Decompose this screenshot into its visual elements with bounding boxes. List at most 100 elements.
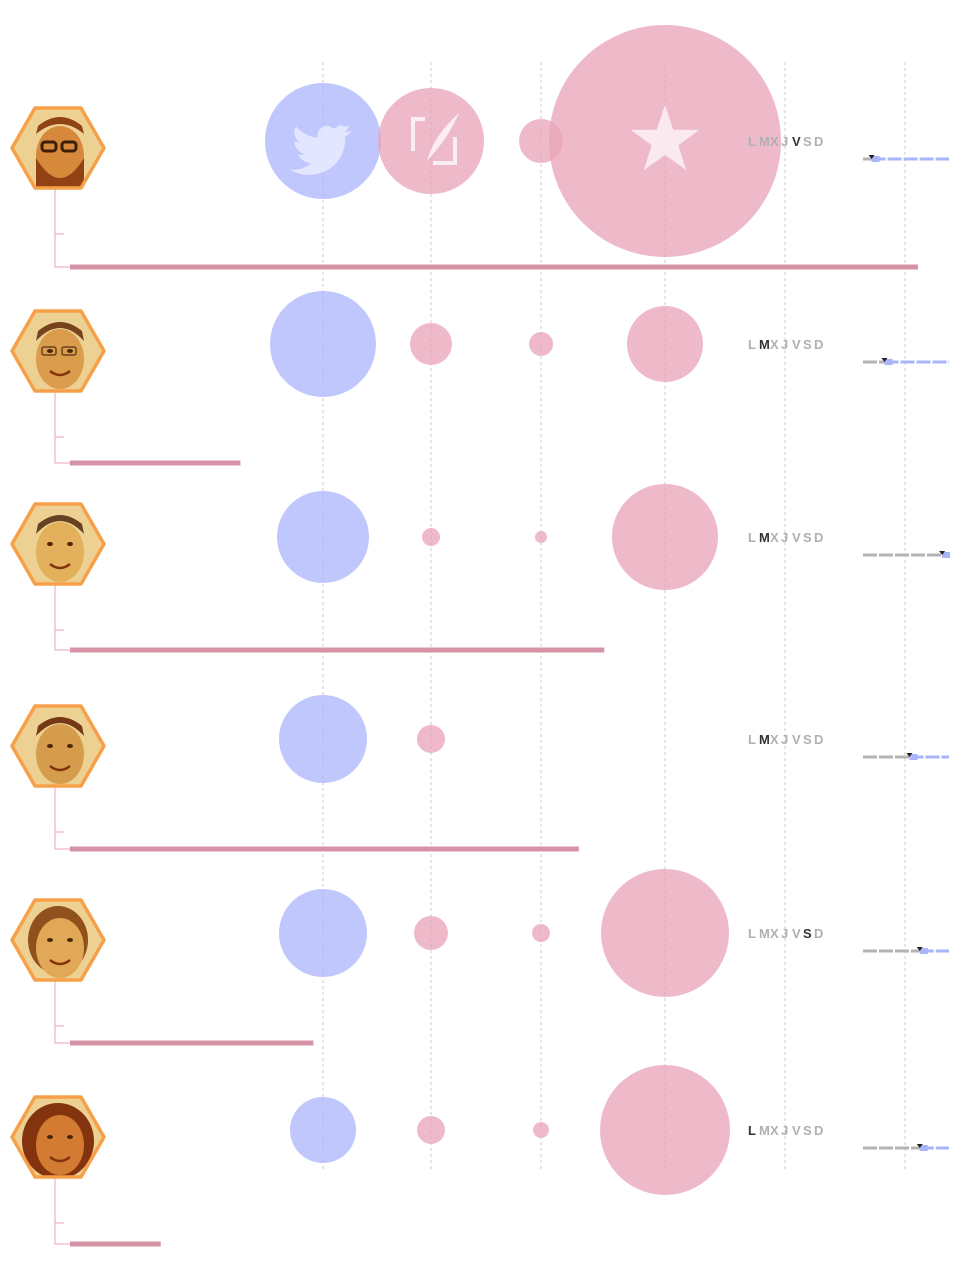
timeline-marker — [884, 359, 893, 365]
day-letter: S — [803, 926, 812, 941]
star-bubble — [601, 869, 729, 997]
avatar-mouth — [49, 369, 71, 377]
avatar-eye — [67, 542, 73, 546]
timeline-marker — [919, 1145, 928, 1151]
avatar-eye — [47, 542, 53, 546]
avatar-beard — [36, 158, 84, 188]
avatar-eye — [67, 1135, 73, 1139]
connector-line — [54, 1178, 70, 1245]
twitter-bubble — [277, 491, 369, 583]
avatar-5[interactable] — [10, 898, 106, 982]
timeline-pointer — [939, 551, 946, 555]
day-letter: M — [759, 926, 770, 941]
avatar-face — [36, 724, 84, 784]
value-bar — [70, 460, 241, 466]
timeline-marker — [909, 754, 918, 760]
avatar-glasses — [41, 346, 57, 356]
avatar-6[interactable] — [10, 1095, 106, 1179]
day-letter: J — [781, 926, 788, 941]
day-letter: S — [803, 1123, 812, 1138]
avatar-glasses — [61, 346, 77, 356]
twitter-bubble — [279, 695, 367, 783]
avatar-tint — [12, 108, 104, 188]
written-bubble — [417, 1116, 445, 1144]
written-bubble — [378, 88, 484, 194]
avatar-3[interactable] — [10, 502, 106, 586]
day-letter: X — [770, 134, 779, 149]
timeline-pointer — [906, 753, 913, 757]
avatar-hexagon-border — [10, 898, 106, 982]
avatar-photo — [12, 108, 104, 188]
timeline-pointer — [916, 1144, 923, 1148]
avatar-tint — [12, 900, 104, 980]
day-letter: S — [803, 337, 812, 352]
day-letter: J — [781, 134, 788, 149]
avatar-glasses — [60, 140, 78, 153]
written-bubble — [410, 323, 452, 365]
avatar-hair — [36, 322, 84, 341]
connector-line — [54, 189, 70, 268]
avatar-4[interactable] — [10, 704, 106, 788]
twitter-icon — [290, 124, 352, 175]
value-bar — [70, 1040, 314, 1046]
value-bar — [70, 647, 605, 653]
avatar-tint — [12, 1097, 104, 1177]
small-bubble — [535, 531, 547, 543]
avatar-tint — [12, 311, 104, 391]
avatar-eye — [67, 938, 73, 942]
quill-feather — [427, 113, 459, 161]
day-letter: S — [803, 134, 812, 149]
value-bar — [70, 1241, 161, 1247]
day-letter: X — [770, 926, 779, 941]
avatar-2[interactable] — [10, 309, 106, 393]
star-bubble — [600, 1065, 730, 1195]
star-bubble — [627, 306, 703, 382]
avatar-glasses — [40, 140, 58, 153]
day-letter: V — [792, 1123, 801, 1138]
timeline-marker — [919, 948, 928, 954]
value-bar — [70, 264, 918, 270]
timeline-marker — [871, 156, 880, 162]
avatar-face — [36, 1115, 84, 1175]
connector-line — [54, 392, 70, 464]
twitter-bubble — [279, 889, 367, 977]
day-letter: M — [759, 732, 770, 747]
quill-icon — [411, 113, 459, 165]
day-letter: X — [770, 337, 779, 352]
day-letter: M — [759, 530, 770, 545]
day-letter: L — [748, 1123, 756, 1138]
day-letter: M — [759, 1123, 770, 1138]
day-letter: J — [781, 1123, 788, 1138]
day-letter: D — [814, 1123, 823, 1138]
avatar-hexagon-border — [10, 704, 106, 788]
avatar-1[interactable] — [10, 106, 106, 190]
day-letter: M — [759, 134, 770, 149]
avatar-photo — [12, 504, 104, 584]
day-letter: S — [803, 530, 812, 545]
avatar-mouth — [49, 562, 71, 570]
avatar-hexagon-border — [10, 502, 106, 586]
avatar-photo — [12, 706, 104, 786]
avatar-face — [36, 522, 84, 582]
day-letter: L — [748, 732, 756, 747]
written-bubble — [422, 528, 440, 546]
day-letter: V — [792, 134, 801, 149]
day-letter: L — [748, 337, 756, 352]
day-letter: L — [748, 134, 756, 149]
small-bubble — [532, 924, 550, 942]
twitter-bubble — [270, 291, 376, 397]
avatar-photo — [12, 311, 104, 391]
avatar-eye — [47, 1135, 53, 1139]
small-bubble — [529, 332, 553, 356]
quill-frame-right — [433, 137, 457, 165]
avatar-eye — [67, 349, 73, 353]
day-letter: J — [781, 337, 788, 352]
avatar-eye — [67, 744, 73, 748]
twitter-bubble — [290, 1097, 356, 1163]
small-bubble — [533, 1122, 549, 1138]
avatar-hexagon-border — [10, 309, 106, 393]
